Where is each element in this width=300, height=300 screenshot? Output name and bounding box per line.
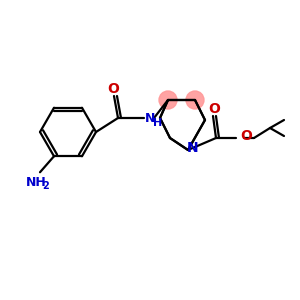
- Text: N: N: [145, 112, 155, 125]
- Text: H: H: [153, 118, 162, 128]
- Text: 2: 2: [43, 181, 50, 191]
- Circle shape: [159, 91, 177, 109]
- Text: O: O: [107, 82, 119, 96]
- Circle shape: [186, 91, 204, 109]
- Text: O: O: [240, 129, 252, 143]
- Text: NH: NH: [26, 176, 46, 189]
- Text: O: O: [208, 102, 220, 116]
- Text: N: N: [187, 141, 199, 155]
